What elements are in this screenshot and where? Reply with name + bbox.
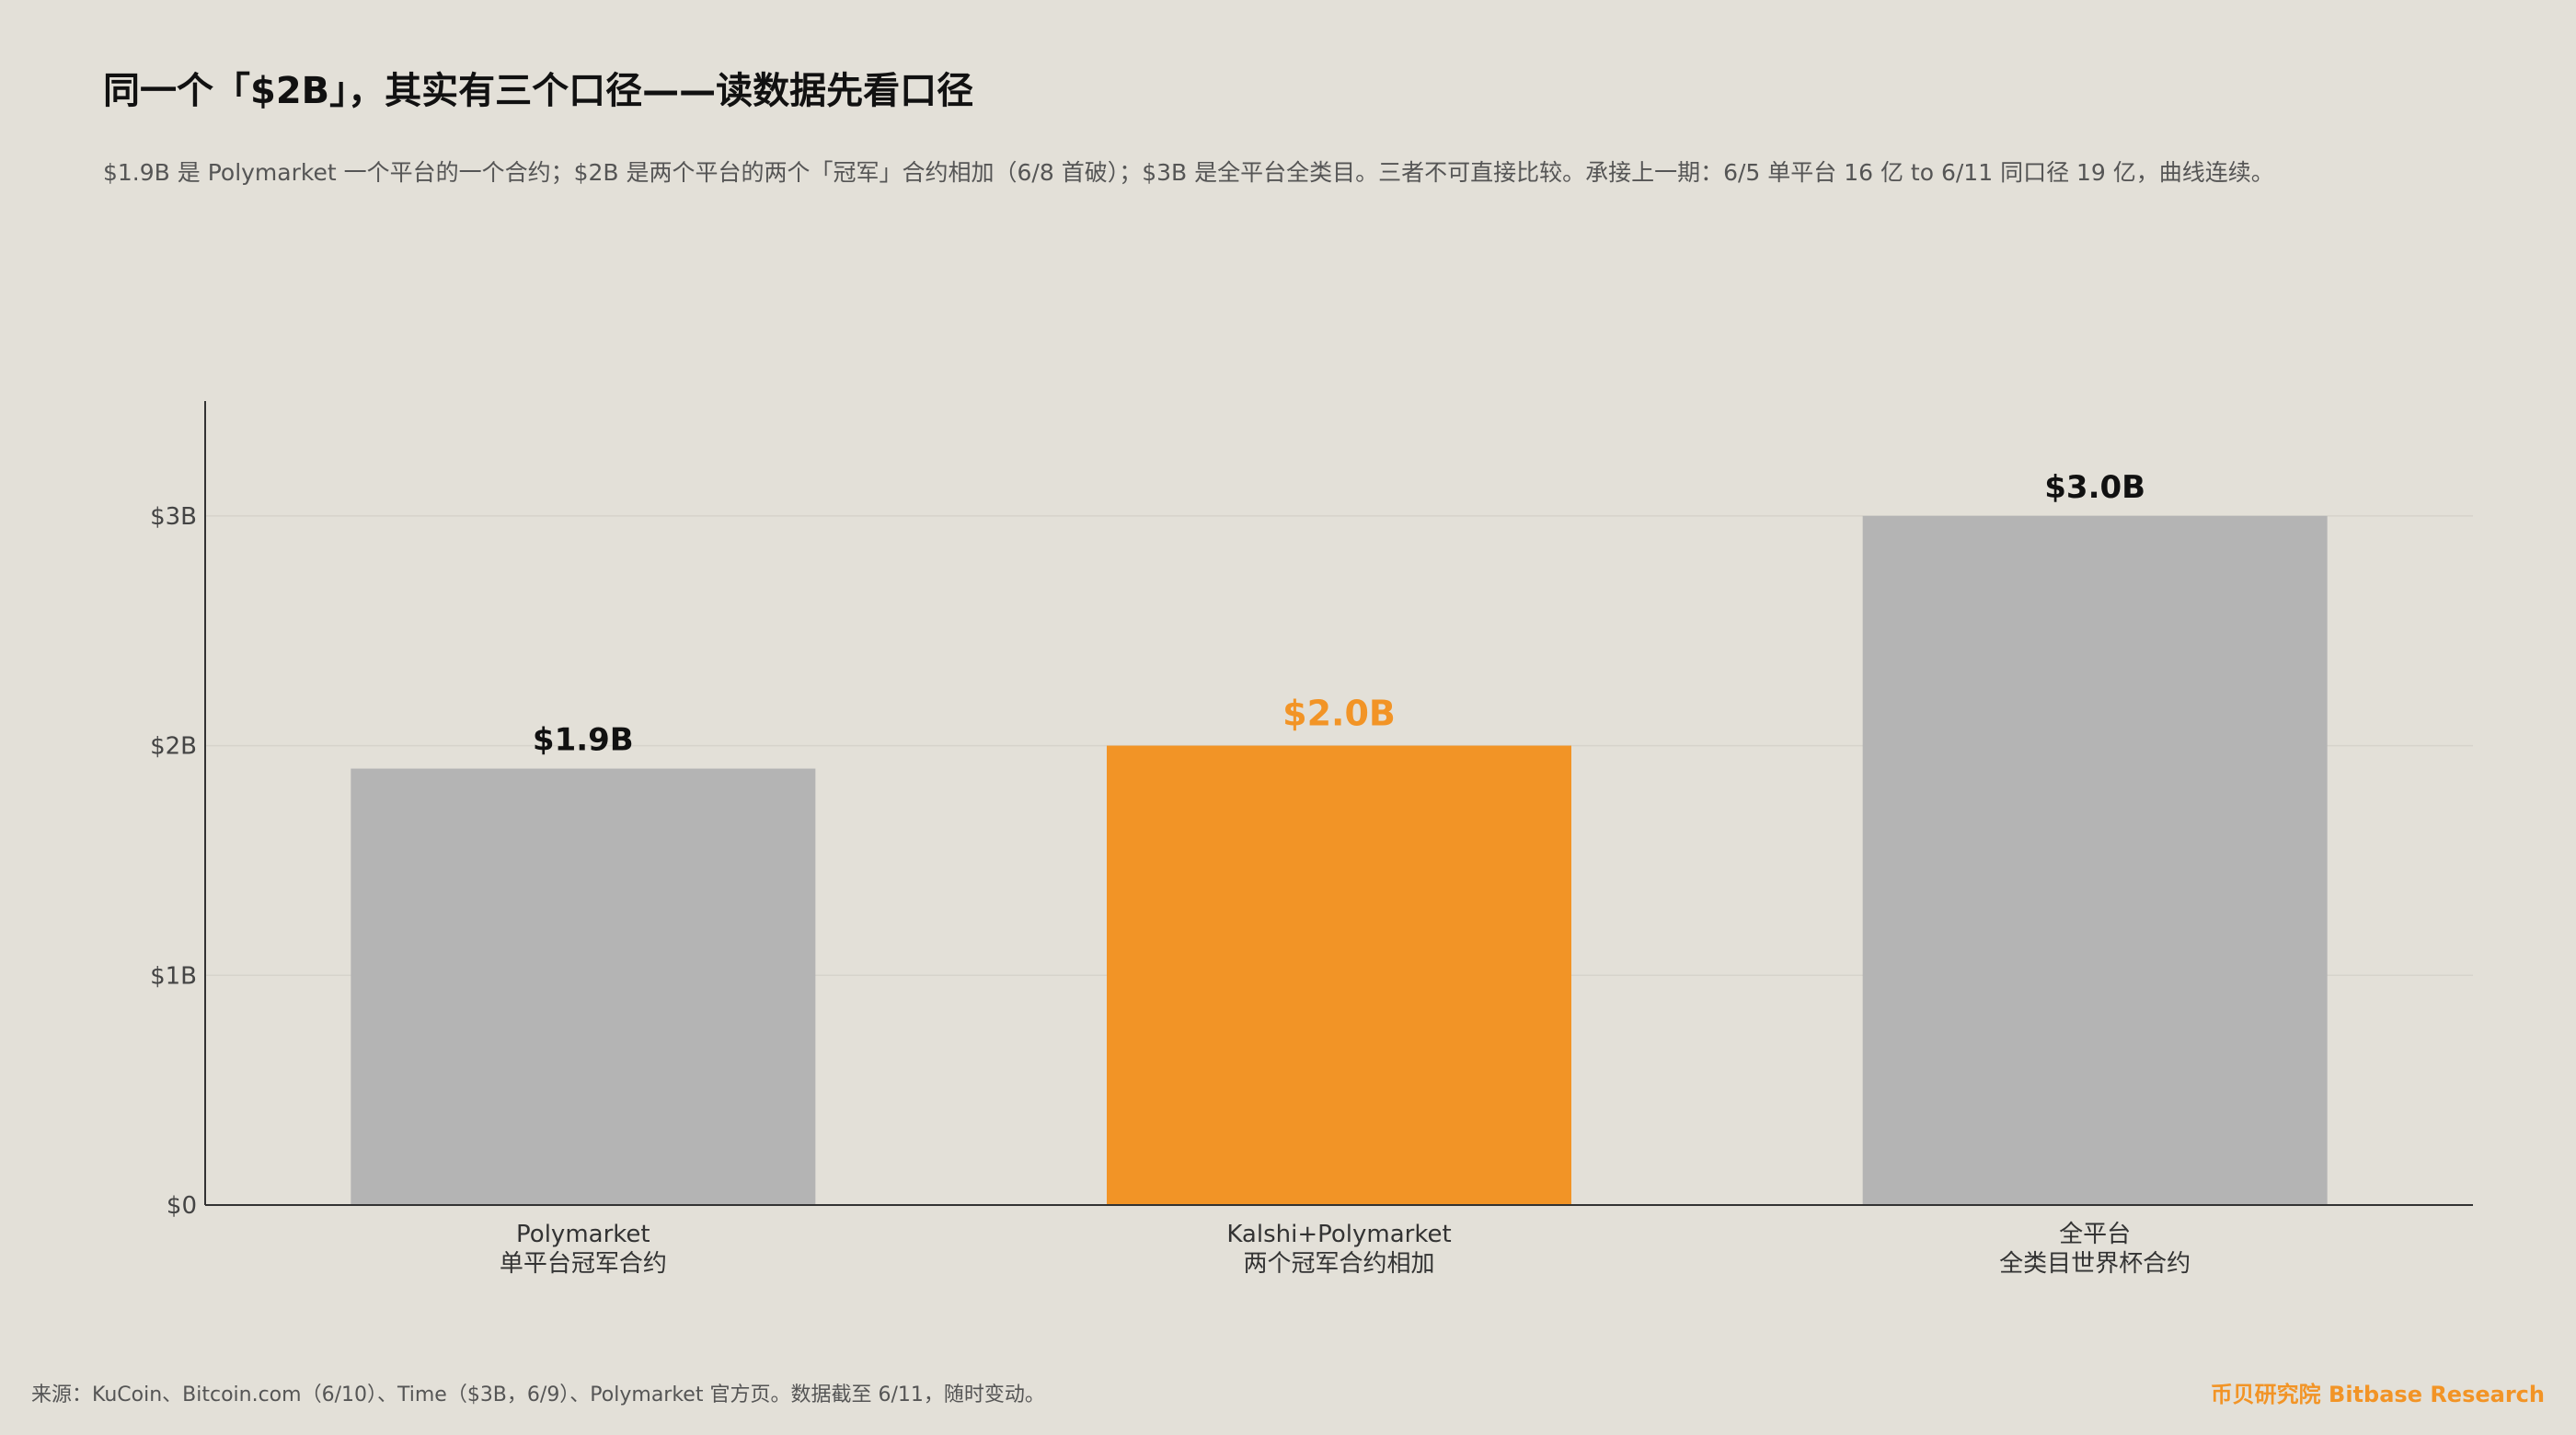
- bars: [351, 515, 2328, 1205]
- y-tick-labels: $0 $1B $2B $3B: [150, 503, 197, 1220]
- y-tick-label: $3B: [150, 503, 197, 531]
- y-tick-label: $0: [167, 1192, 197, 1220]
- y-tick-label: $2B: [150, 733, 197, 761]
- footer-source: 来源：KuCoin、Bitcoin.com（6/10）、Time（$3B，6/9…: [31, 1383, 1045, 1406]
- bar: [1107, 745, 1571, 1205]
- y-tick-label: $1B: [150, 962, 197, 990]
- x-tick-label: 全平台: [2059, 1221, 2131, 1248]
- x-tick-label: Polymarket: [516, 1221, 650, 1248]
- value-labels: $1.9B $2.0B $3.0B: [533, 469, 2145, 759]
- x-tick-label: 两个冠军合约相加: [1243, 1250, 1434, 1278]
- bar: [351, 768, 816, 1205]
- chart-title: 同一个「$2B」，其实有三个口径——读数据先看口径: [103, 70, 974, 112]
- data-label: $2.0B: [1282, 694, 1396, 734]
- chart-subtitle: $1.9B 是 Polymarket 一个平台的一个合约；$2B 是两个平台的两…: [103, 159, 2274, 186]
- footer-brand: 币贝研究院 Bitbase Research: [2210, 1382, 2545, 1407]
- data-label: $1.9B: [533, 722, 634, 759]
- x-tick-label: 全类目世界杯合约: [1999, 1250, 2191, 1278]
- data-label: $3.0B: [2044, 469, 2145, 506]
- axes: [204, 401, 2473, 1206]
- x-tick-label: Kalshi+Polymarket: [1226, 1221, 1451, 1248]
- x-tick-label: 单平台冠军合约: [500, 1250, 667, 1278]
- bar: [1862, 515, 2328, 1205]
